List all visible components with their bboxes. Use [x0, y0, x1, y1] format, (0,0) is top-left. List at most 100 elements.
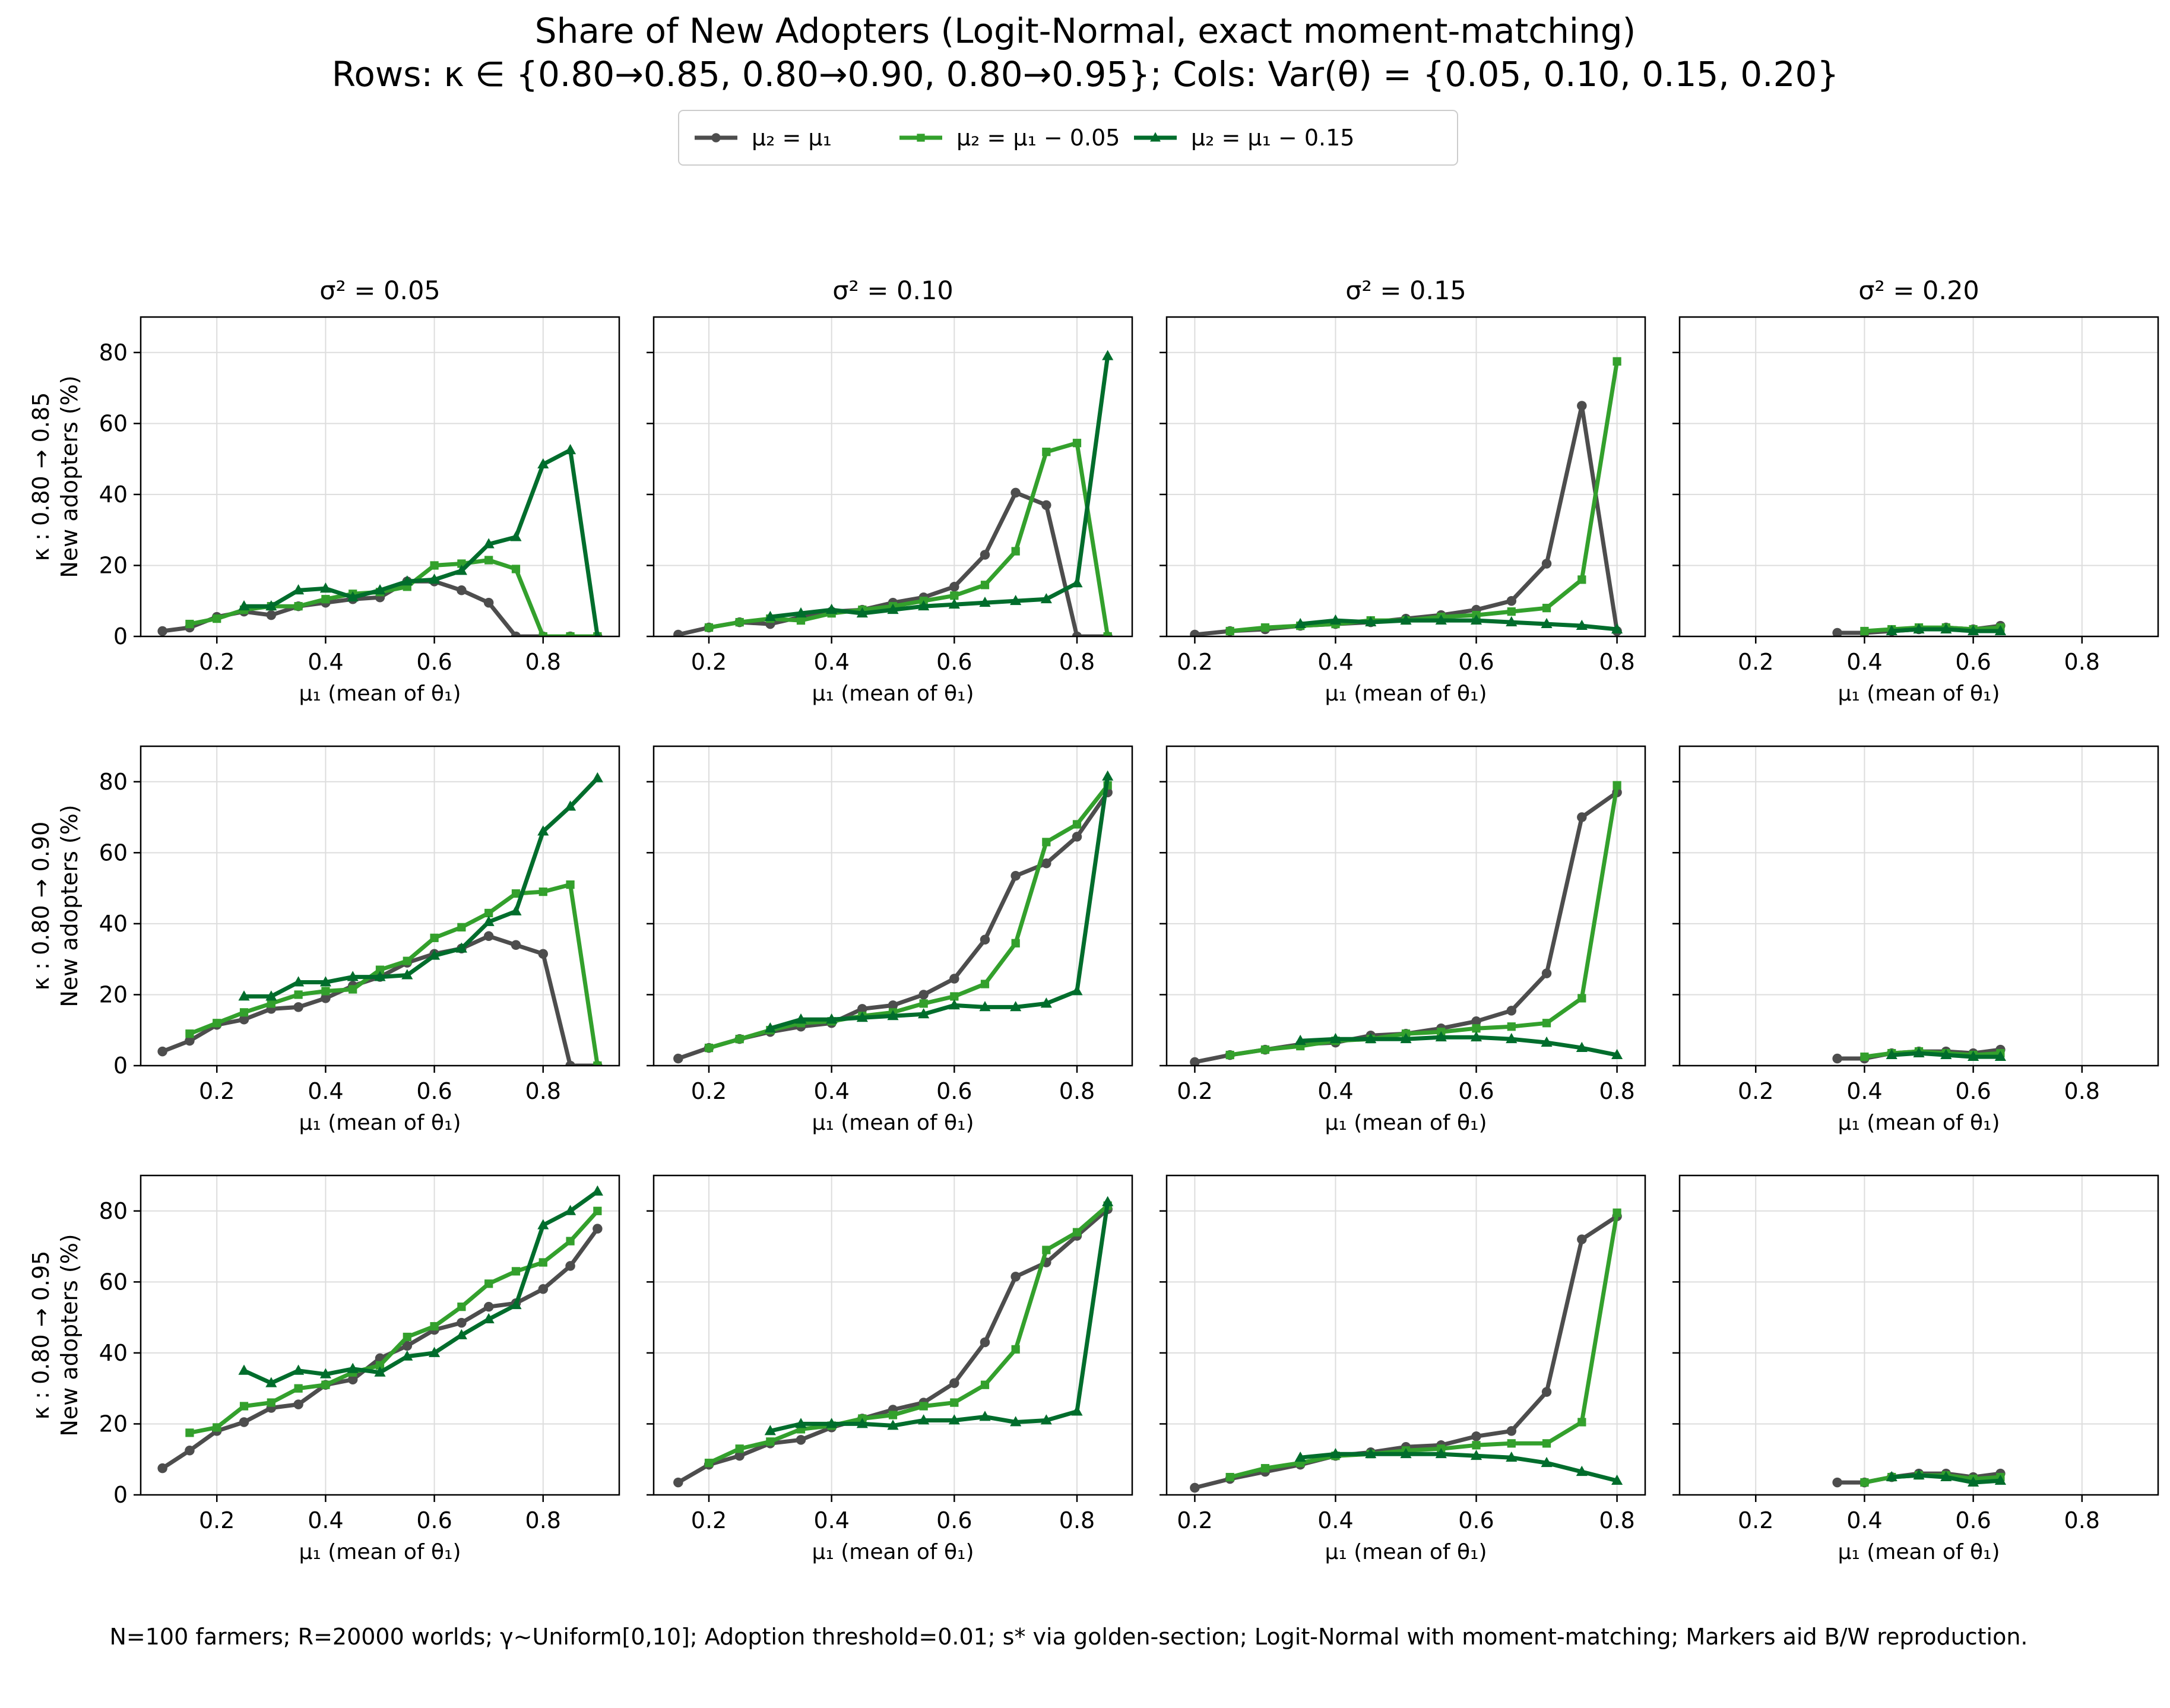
panel-r1-c2: 0.2 0.4 0.6 0.8 μ₁ (mean of θ₁) σ² = 0.10 [647, 276, 1133, 706]
y-tick-label: 60 [99, 1269, 128, 1295]
x-tick-label: 0.4 [1317, 1507, 1353, 1533]
data-point [1860, 1478, 1869, 1487]
x-tick-label: 0.6 [1955, 649, 1991, 675]
data-point [735, 1444, 744, 1453]
panel-r1-c4: 0.2 0.4 0.6 0.8 μ₁ (mean of θ₁) σ² = 0.20 [1672, 276, 2159, 706]
data-point [321, 595, 330, 604]
data-point [593, 1206, 602, 1215]
series-line-3 [1300, 1035, 1618, 1057]
data-point [538, 949, 549, 959]
x-tick-label: 0.4 [813, 1078, 849, 1104]
data-point [1260, 623, 1270, 632]
data-point [510, 531, 522, 541]
data-point [949, 1378, 959, 1388]
data-point [293, 1002, 303, 1012]
chart-title-line-1: Share of New Adopters (Logit-Normal, exa… [535, 11, 1636, 51]
data-point [1435, 614, 1447, 625]
series-line-2 [1230, 361, 1620, 633]
data-point [1041, 500, 1051, 511]
axes-frame [1678, 745, 2159, 1067]
data-point [484, 556, 493, 565]
data-point [511, 889, 521, 898]
data-point [429, 1346, 441, 1357]
series-group [673, 1196, 1114, 1488]
data-point [1886, 625, 1897, 635]
axes-frame [1678, 316, 2159, 638]
y-tick-label: 40 [99, 911, 128, 937]
data-point [980, 1380, 990, 1389]
data-point [950, 1398, 959, 1407]
data-point [795, 1418, 807, 1428]
data-point [1577, 1418, 1586, 1427]
data-point [1472, 1441, 1481, 1450]
data-point [704, 1043, 714, 1053]
data-point [918, 1008, 930, 1019]
data-point [1940, 1471, 1952, 1482]
data-point [1507, 1439, 1516, 1448]
data-point [267, 999, 275, 1008]
x-tick-label: 0.6 [416, 649, 452, 675]
series-line-3 [769, 356, 1110, 619]
series-group [1190, 781, 1623, 1066]
x-tick-label: 0.8 [1599, 649, 1634, 675]
data-point [1102, 350, 1114, 360]
data-point [565, 1261, 575, 1271]
data-point [239, 1402, 249, 1411]
series-line-2 [708, 441, 1110, 636]
data-point [673, 1477, 683, 1488]
data-point [403, 1332, 411, 1342]
data-point [239, 1417, 249, 1427]
data-point [1042, 838, 1051, 847]
data-point [1611, 1048, 1623, 1059]
data-point [294, 602, 303, 611]
series-line-3 [243, 1190, 599, 1386]
data-point [949, 582, 959, 592]
x-tick-label: 0.8 [2064, 1078, 2100, 1104]
data-point [950, 591, 959, 600]
data-point [1042, 448, 1051, 457]
data-point [593, 1224, 603, 1234]
panel-r1-c1: 0.2 0.4 0.6 0.8 0 20 40 60 80 μ₁ (mean of θ₁) σ² =… [28, 276, 620, 706]
data-point [483, 1301, 494, 1312]
x-tick-label: 0.8 [1599, 1078, 1634, 1104]
x-axis-label: μ₁ (mean of θ₁) [1838, 1540, 2000, 1564]
data-point [347, 971, 359, 981]
data-point [764, 610, 776, 622]
data-point [1072, 820, 1082, 829]
data-point [483, 931, 494, 942]
panel-r1-c3: 0.2 0.4 0.6 0.8 μ₁ (mean of θ₁) σ² = 0.15 [1160, 276, 1646, 706]
data-point [1968, 625, 1979, 635]
data-point [484, 1279, 493, 1288]
data-point [457, 1303, 466, 1311]
data-point [157, 1046, 167, 1057]
data-point [1072, 832, 1082, 842]
series-line-2 [1229, 1212, 1620, 1479]
data-point [185, 619, 194, 629]
series-group [157, 1185, 603, 1473]
data-point [673, 1053, 683, 1064]
data-point [157, 626, 167, 636]
axes-frame [140, 1174, 620, 1496]
data-point [1913, 1469, 1925, 1480]
data-point [796, 616, 806, 625]
data-point [1542, 1019, 1551, 1028]
data-point [457, 559, 466, 568]
data-point [1968, 1476, 1979, 1487]
x-tick-label: 0.4 [308, 1078, 343, 1104]
x-tick-label: 0.8 [1059, 1507, 1095, 1533]
data-point [430, 561, 439, 570]
data-point [430, 1322, 439, 1331]
data-point [764, 1022, 776, 1033]
data-point [1613, 1208, 1621, 1217]
data-point [1577, 812, 1587, 822]
data-point [349, 985, 357, 994]
column-title: σ² = 0.10 [832, 276, 953, 306]
axes-frame [1165, 1174, 1646, 1496]
y-axis-label: New adopters (%) [56, 804, 83, 1007]
data-point [1860, 1052, 1869, 1061]
data-point [319, 582, 331, 593]
data-point [1994, 625, 2006, 635]
axes-frame [140, 745, 620, 1067]
data-point [1400, 1448, 1412, 1459]
row-label: κ : 0.80 → 0.90 [28, 822, 54, 991]
